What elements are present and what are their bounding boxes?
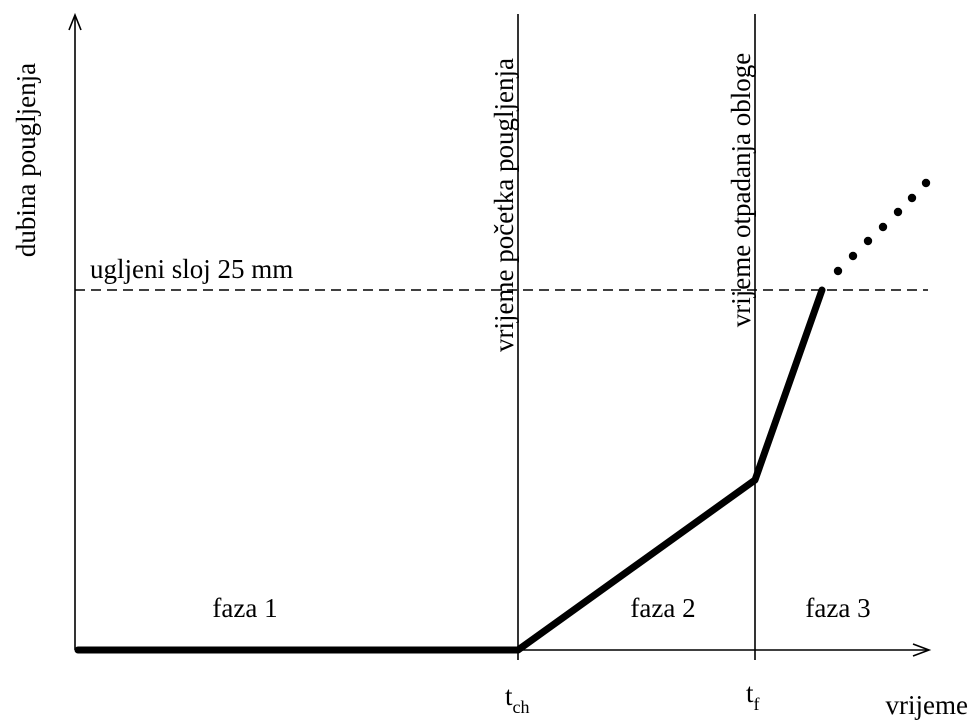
x-axis-arrow-icon [912, 643, 932, 657]
t-ch-tick-sub: ch [513, 697, 530, 717]
extrapolation-dot [878, 222, 888, 232]
threshold-label: ugljeni sloj 25 mm [90, 254, 293, 284]
extrapolation-dots [833, 178, 931, 276]
extrapolation-dot [863, 236, 873, 246]
y-axis-arrow-icon [68, 12, 82, 31]
x-axis-label: vrijeme [886, 690, 968, 720]
char-depth-curve [74, 286, 826, 654]
y-axis [68, 12, 82, 650]
t-ch-tick-label: tch [505, 681, 530, 717]
extrapolation-dot [848, 251, 858, 261]
phase-2-label: faza 2 [630, 593, 695, 623]
t-f-tick-sub: f [754, 694, 760, 714]
extrapolation-dot [833, 266, 843, 276]
extrapolation-dot [907, 193, 917, 203]
phase-1-label: faza 1 [212, 593, 277, 623]
t-ch-caption: vrijeme početka pougljenja [489, 58, 519, 352]
t-f-tick-base: t [746, 678, 754, 708]
extrapolation-dot [921, 178, 931, 188]
t-f-caption: vrijeme otpadanja obloge [726, 53, 756, 327]
extrapolation-dot [893, 207, 903, 217]
phase-3-label: faza 3 [805, 593, 870, 623]
y-axis-label: dubina pougljenja [11, 63, 41, 257]
t-f-tick-label: tf [746, 678, 760, 714]
t-ch-tick-base: t [505, 681, 513, 711]
